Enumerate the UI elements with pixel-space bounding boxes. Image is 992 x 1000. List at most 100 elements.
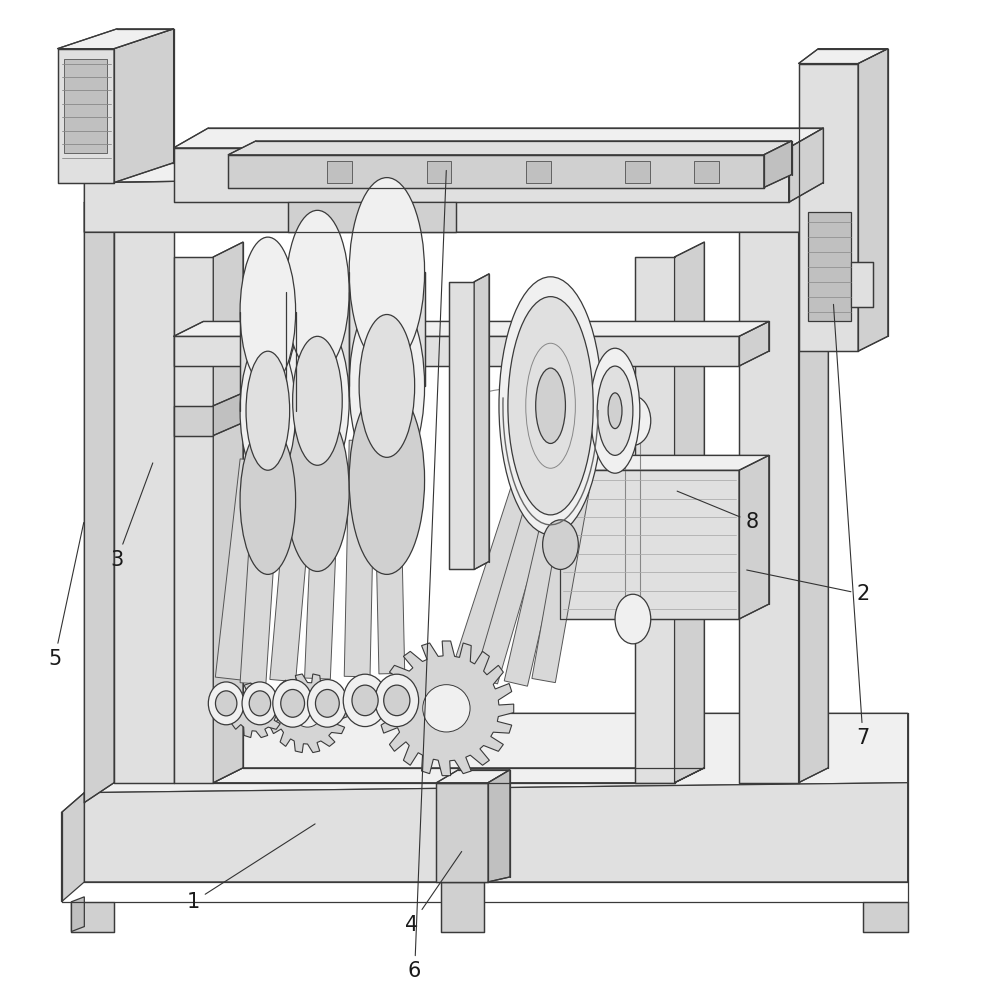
Ellipse shape [308,680,347,727]
Polygon shape [808,212,851,321]
Polygon shape [799,64,858,351]
Text: 1: 1 [186,824,315,912]
Ellipse shape [384,685,410,716]
Polygon shape [739,183,799,783]
Polygon shape [71,902,114,932]
Text: 2: 2 [747,570,870,604]
Ellipse shape [349,178,425,366]
Polygon shape [374,445,405,674]
Polygon shape [228,155,764,188]
Ellipse shape [349,386,425,574]
Polygon shape [174,148,789,202]
Polygon shape [764,141,792,188]
Polygon shape [174,406,213,436]
Polygon shape [349,272,425,386]
Ellipse shape [240,426,296,574]
Bar [427,161,451,183]
Bar [625,161,650,183]
Polygon shape [504,487,572,686]
Ellipse shape [615,396,651,445]
Ellipse shape [286,409,349,571]
Polygon shape [62,793,84,902]
Polygon shape [441,877,496,882]
Polygon shape [789,128,823,202]
Ellipse shape [423,685,470,732]
Ellipse shape [597,366,633,455]
Polygon shape [441,882,484,932]
Polygon shape [228,141,792,155]
Polygon shape [213,768,704,783]
Polygon shape [828,163,858,232]
Polygon shape [84,183,114,803]
Polygon shape [449,282,474,569]
Ellipse shape [240,336,296,485]
Ellipse shape [293,336,342,465]
Ellipse shape [543,520,578,569]
Polygon shape [379,641,514,776]
Polygon shape [739,173,828,183]
Ellipse shape [349,292,425,480]
Polygon shape [560,455,769,470]
Polygon shape [71,897,84,932]
Ellipse shape [343,674,387,727]
Ellipse shape [375,674,419,727]
Ellipse shape [315,689,339,717]
Polygon shape [213,393,243,436]
Text: 4: 4 [405,851,461,935]
Polygon shape [114,183,174,783]
Polygon shape [450,476,537,682]
Ellipse shape [352,685,378,716]
Polygon shape [863,902,908,932]
Ellipse shape [286,319,349,482]
Polygon shape [635,257,675,783]
Ellipse shape [608,393,622,429]
Ellipse shape [247,701,265,720]
Polygon shape [739,321,769,366]
Polygon shape [174,128,823,148]
Polygon shape [739,455,769,619]
Polygon shape [174,321,769,336]
Polygon shape [215,459,266,680]
Ellipse shape [590,348,640,473]
Polygon shape [174,257,213,783]
Polygon shape [436,783,488,882]
Polygon shape [532,488,589,683]
Polygon shape [560,470,739,619]
Polygon shape [858,49,888,351]
Text: 6: 6 [408,170,446,981]
Polygon shape [799,173,828,783]
Polygon shape [799,49,888,64]
Polygon shape [84,783,908,882]
Text: 8: 8 [678,491,759,532]
Polygon shape [240,455,281,684]
Polygon shape [305,445,340,679]
Polygon shape [286,292,349,401]
Polygon shape [58,29,174,49]
Ellipse shape [249,691,271,716]
Polygon shape [84,183,174,202]
Polygon shape [851,262,873,307]
Polygon shape [436,770,510,783]
Polygon shape [64,59,107,153]
Ellipse shape [208,682,244,725]
Bar [526,161,551,183]
Ellipse shape [294,699,321,727]
Polygon shape [288,202,456,232]
Text: 5: 5 [48,523,83,669]
Polygon shape [474,481,556,684]
Polygon shape [84,713,908,793]
Ellipse shape [286,210,349,373]
Polygon shape [84,173,828,232]
Polygon shape [240,312,296,411]
Ellipse shape [240,237,296,386]
Polygon shape [268,674,347,753]
Ellipse shape [508,297,593,515]
Ellipse shape [615,594,651,644]
Polygon shape [213,242,243,783]
Text: 7: 7 [833,304,870,748]
Ellipse shape [273,680,312,727]
Ellipse shape [536,368,565,443]
Polygon shape [344,440,375,677]
Ellipse shape [499,277,602,535]
Ellipse shape [359,314,415,457]
